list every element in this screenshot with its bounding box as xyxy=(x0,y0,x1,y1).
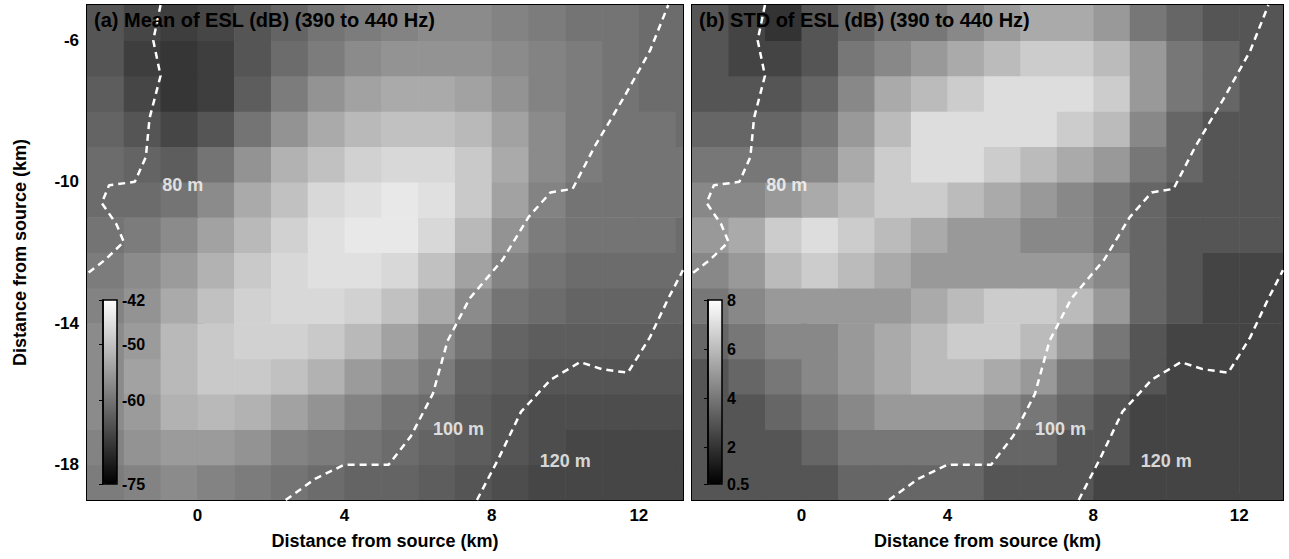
svg-text:-14: -14 xyxy=(54,314,79,333)
svg-text:2: 2 xyxy=(727,439,736,456)
svg-text:Distance from source (km): Distance from source (km) xyxy=(271,531,498,551)
svg-text:4: 4 xyxy=(943,506,953,525)
svg-text:-50: -50 xyxy=(122,336,145,353)
svg-text:12: 12 xyxy=(1230,506,1249,525)
svg-text:4: 4 xyxy=(727,390,736,407)
svg-text:80 m: 80 m xyxy=(162,175,203,195)
svg-text:0.5: 0.5 xyxy=(727,476,749,493)
svg-text:8: 8 xyxy=(1089,506,1098,525)
svg-text:-60: -60 xyxy=(122,392,145,409)
svg-text:8: 8 xyxy=(487,506,496,525)
svg-text:100 m: 100 m xyxy=(433,419,484,439)
svg-text:Distance from source (km): Distance from source (km) xyxy=(874,531,1101,551)
svg-text:6: 6 xyxy=(727,341,736,358)
svg-text:120 m: 120 m xyxy=(1141,451,1192,471)
svg-text:4: 4 xyxy=(340,506,350,525)
svg-text:0: 0 xyxy=(797,506,806,525)
svg-text:-18: -18 xyxy=(54,455,79,474)
svg-text:8: 8 xyxy=(727,292,736,309)
svg-text:120 m: 120 m xyxy=(540,451,591,471)
svg-text:100 m: 100 m xyxy=(1035,419,1086,439)
svg-text:12: 12 xyxy=(629,506,648,525)
svg-text:0: 0 xyxy=(193,506,202,525)
svg-text:Distance from source (km): Distance from source (km) xyxy=(10,139,30,366)
svg-text:-42: -42 xyxy=(122,292,145,309)
svg-text:-10: -10 xyxy=(54,172,79,191)
svg-text:(b) STD of ESL (dB) (390 to 44: (b) STD of ESL (dB) (390 to 440 Hz) xyxy=(699,9,1030,31)
svg-text:80 m: 80 m xyxy=(766,175,807,195)
svg-text:-6: -6 xyxy=(64,31,79,50)
svg-text:-75: -75 xyxy=(122,476,145,493)
svg-text:(a) Mean of ESL (dB) (390 to 4: (a) Mean of ESL (dB) (390 to 440 Hz) xyxy=(94,9,435,31)
